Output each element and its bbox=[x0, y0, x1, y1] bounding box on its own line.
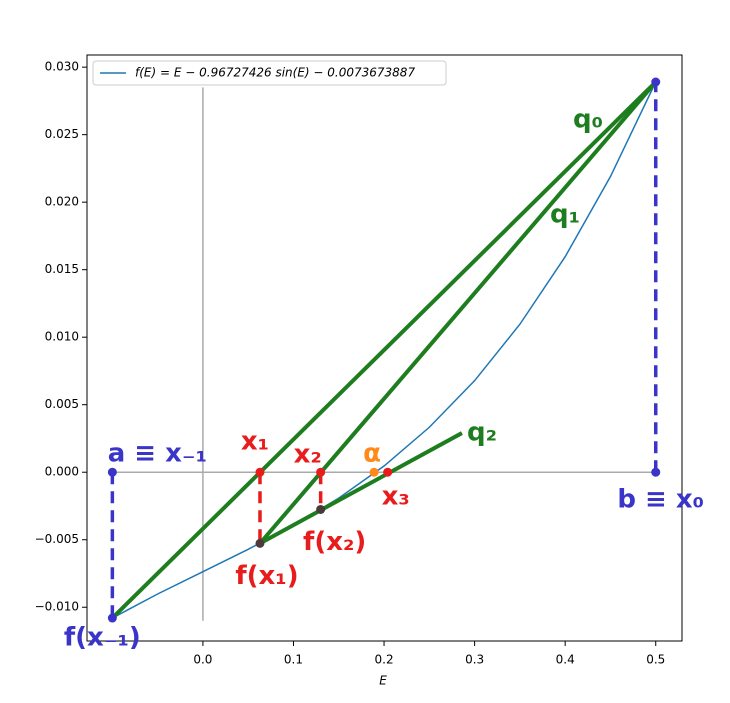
legend-box bbox=[92, 60, 447, 86]
y-tick-label: 0.000 bbox=[45, 465, 79, 479]
root-point bbox=[255, 467, 265, 477]
curve bbox=[112, 81, 657, 619]
y-tick-label: 0.030 bbox=[45, 60, 79, 74]
secant-label: q₀ bbox=[573, 105, 603, 135]
secant-label: q₁ bbox=[550, 200, 580, 230]
x-tick-label: 0.5 bbox=[646, 653, 665, 667]
y-tick-label: 0.015 bbox=[45, 262, 79, 276]
value-label: f(x₂) bbox=[303, 527, 366, 557]
value-point bbox=[316, 504, 326, 514]
root-label: x₂ bbox=[294, 440, 322, 470]
root-point bbox=[107, 467, 117, 477]
root-point bbox=[316, 467, 326, 477]
root-label: a ≡ x₋₁ bbox=[108, 439, 207, 469]
root-point bbox=[383, 467, 393, 477]
y-tick-label: −0.005 bbox=[35, 532, 79, 546]
x-axis-label: E bbox=[379, 674, 387, 688]
x-tick-label: 0.1 bbox=[284, 653, 303, 667]
value-point bbox=[255, 538, 265, 548]
value-point bbox=[651, 77, 661, 87]
value-label: f(x₁) bbox=[235, 561, 298, 591]
value-point bbox=[107, 613, 117, 623]
y-tick-label: 0.025 bbox=[45, 127, 79, 141]
y-tick-label: −0.010 bbox=[35, 600, 79, 614]
y-tick-label: 0.005 bbox=[45, 397, 79, 411]
root-point bbox=[651, 467, 661, 477]
x-tick-label: 0.0 bbox=[193, 653, 212, 667]
x-tick-label: 0.4 bbox=[556, 653, 575, 667]
legend-label: f(E) = E − 0.96727426 sin(E) − 0.0073673… bbox=[135, 66, 415, 80]
root-point bbox=[369, 467, 379, 477]
root-label: x₃ bbox=[382, 482, 410, 512]
root-label: α bbox=[363, 439, 381, 469]
root-label: x₁ bbox=[241, 427, 269, 457]
secant-label: q₂ bbox=[467, 418, 497, 448]
secant bbox=[258, 80, 658, 545]
value-label: f(x₋₁) bbox=[64, 623, 141, 653]
x-tick-label: 0.3 bbox=[465, 653, 484, 667]
y-tick-label: 0.010 bbox=[45, 330, 79, 344]
x-tick-label: 0.2 bbox=[375, 653, 394, 667]
secant bbox=[110, 80, 658, 620]
root-label: b ≡ x₀ bbox=[617, 485, 704, 515]
y-tick-label: 0.020 bbox=[45, 195, 79, 209]
secant bbox=[259, 431, 463, 546]
